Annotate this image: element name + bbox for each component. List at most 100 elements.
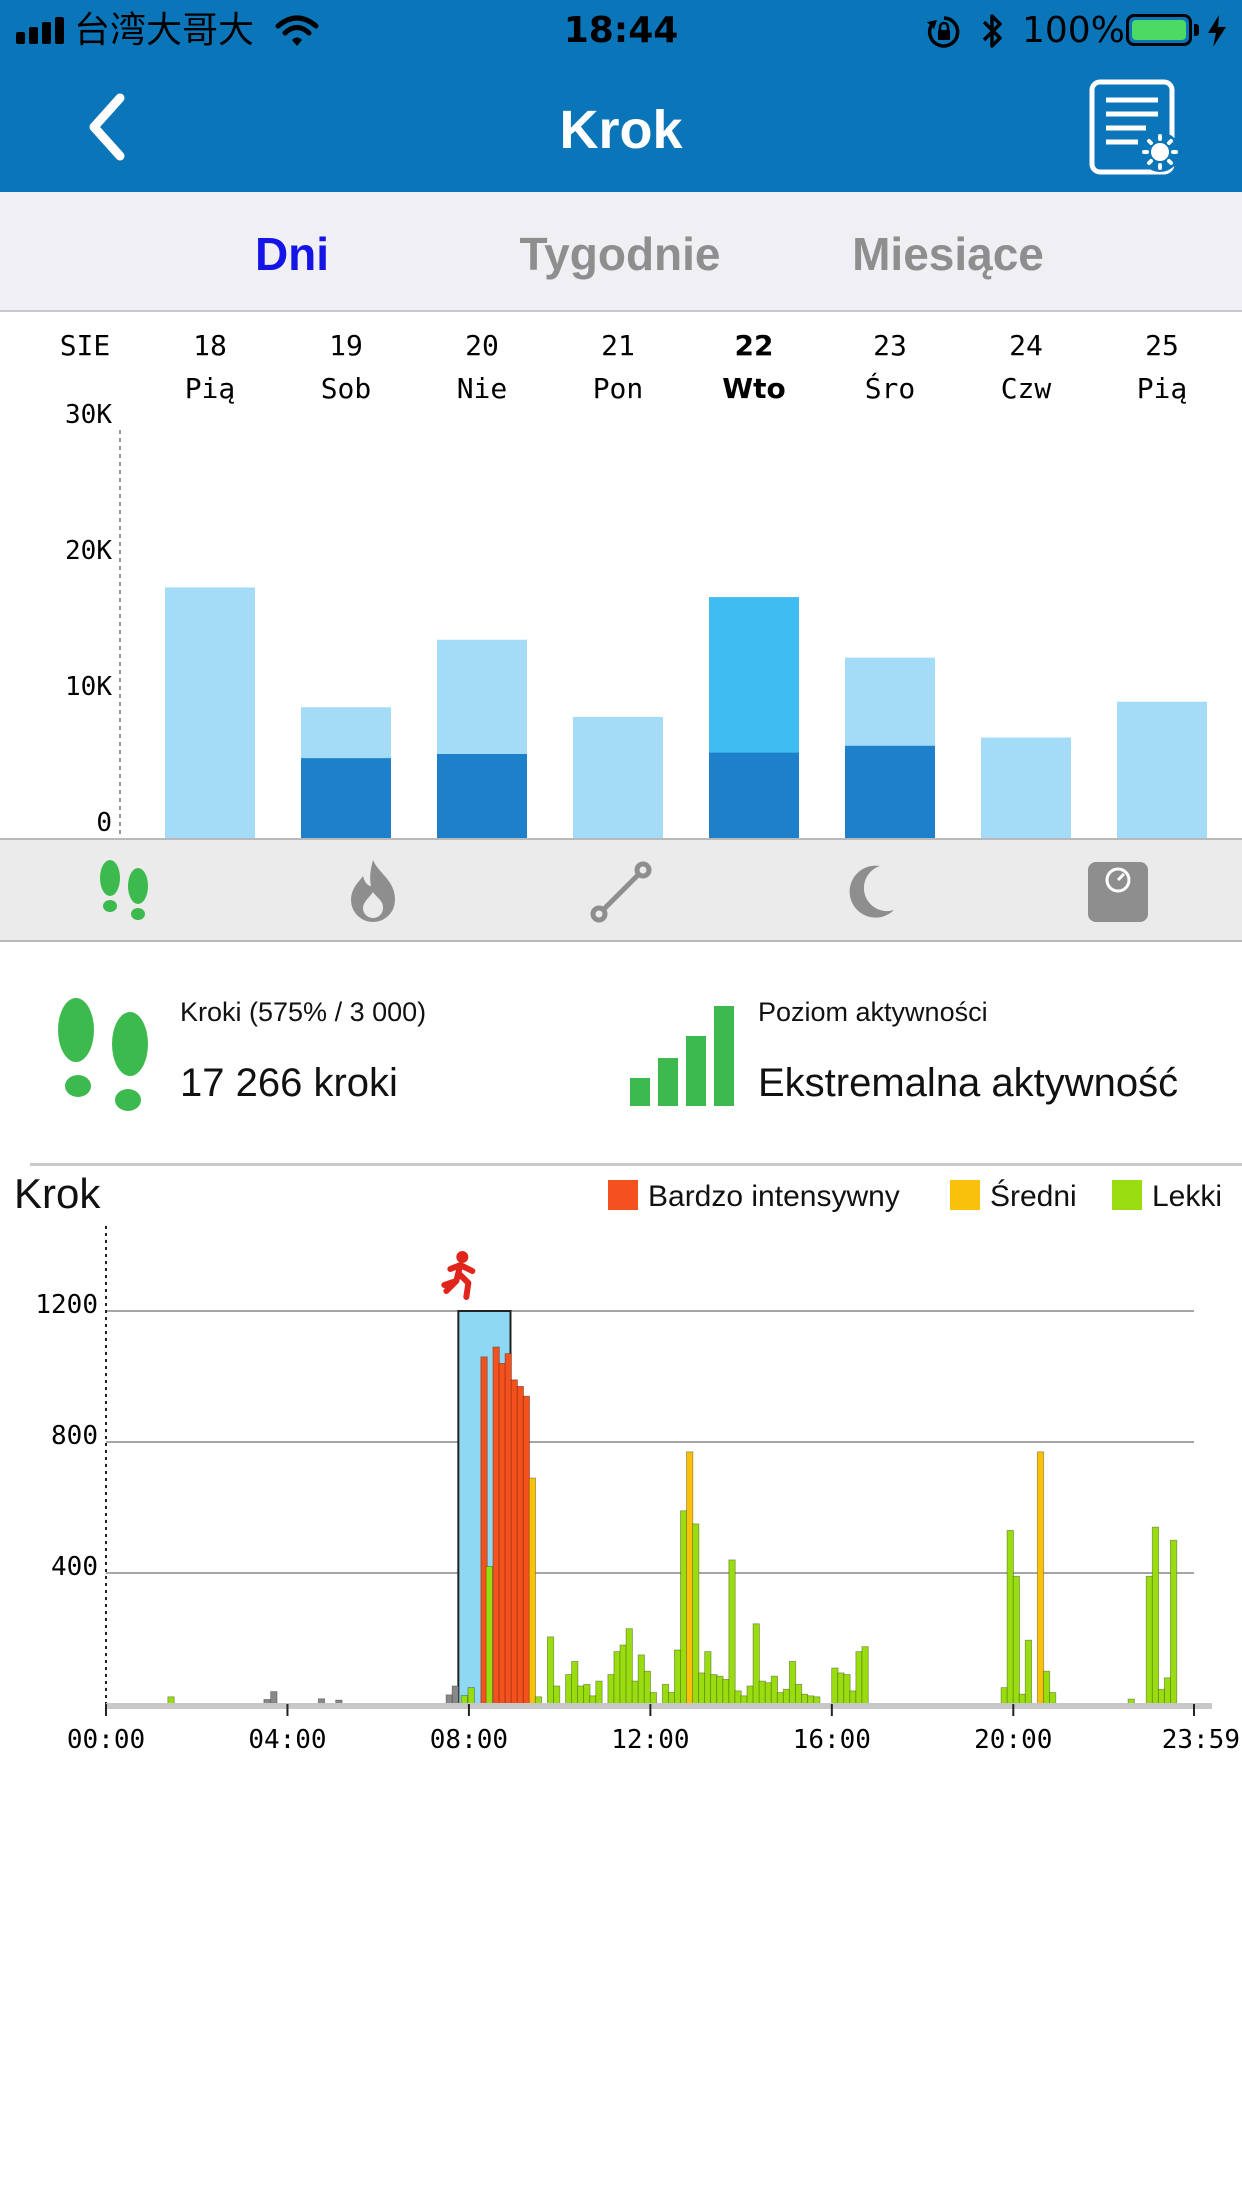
activity-bar: [510, 1379, 518, 1705]
tab-days[interactable]: Dni: [254, 228, 330, 280]
signal-icon: [29, 27, 38, 44]
activity-bar: [843, 1674, 851, 1705]
activity-bar: [1000, 1687, 1008, 1705]
bar-intensive[interactable]: [301, 758, 391, 838]
day-weekday-label[interactable]: Śro: [865, 371, 916, 405]
activity-bar: [849, 1690, 857, 1705]
bar-intensive[interactable]: [709, 752, 799, 838]
activity-bar: [445, 1694, 453, 1705]
day-date-label[interactable]: 23: [873, 329, 907, 362]
activity-bar: [1012, 1575, 1020, 1705]
back-button[interactable]: [78, 92, 148, 162]
bar-intensive[interactable]: [845, 745, 935, 838]
activity-bar: [813, 1696, 821, 1705]
activity-bar: [565, 1674, 573, 1705]
metric-selector: [0, 838, 1242, 942]
wifi-icon: [275, 15, 319, 46]
activity-bar: [577, 1685, 585, 1705]
activity-bar: [595, 1680, 603, 1705]
activity-bar: [492, 1346, 500, 1705]
day-weekday-label[interactable]: Pią: [185, 372, 236, 405]
y-tick-label: 1200: [35, 1290, 98, 1320]
activity-bar: [1018, 1693, 1026, 1705]
legend-label: Bardzo intensywny: [648, 1180, 900, 1213]
y-tick-label: 10K: [65, 672, 112, 702]
y-tick-label: 400: [51, 1552, 98, 1582]
distance-icon: [590, 861, 652, 923]
sleep-moon-icon: [849, 865, 894, 918]
activity-bar: [516, 1385, 524, 1705]
metric-sleep-button[interactable]: [830, 852, 910, 932]
legend-light: Lekki: [1112, 1180, 1222, 1214]
activity-bar: [788, 1661, 797, 1705]
report-settings-button[interactable]: [1088, 78, 1188, 178]
activity-bar: [1163, 1677, 1172, 1705]
day-date-label[interactable]: 20: [465, 329, 499, 362]
activity-bar: [451, 1685, 459, 1705]
day-date-label[interactable]: 18: [193, 329, 227, 362]
metric-steps-button[interactable]: [84, 852, 164, 932]
signal-icon: [42, 22, 51, 44]
activity-bar: [716, 1675, 724, 1705]
activity-bar: [855, 1651, 863, 1705]
status-bar: 台湾大哥大 18:44 100%: [0, 0, 1242, 62]
activity-bar: [528, 1477, 537, 1705]
legend-swatch: [608, 1180, 638, 1210]
day-weekday-label[interactable]: Pon: [593, 372, 644, 405]
day-weekday-label[interactable]: Nie: [457, 372, 508, 405]
tab-months[interactable]: Miesiące: [852, 228, 1044, 280]
activity-bar: [861, 1646, 869, 1705]
day-date-label[interactable]: 22: [735, 329, 774, 362]
activity-bar: [1006, 1530, 1014, 1705]
activity-level-icon: [630, 1006, 734, 1106]
metric-calories-button[interactable]: [333, 852, 413, 932]
legend-label: Średni: [990, 1180, 1077, 1213]
section-divider: [30, 1163, 1242, 1166]
activity-bar: [807, 1695, 815, 1705]
tab-weeks[interactable]: Tygodnie: [519, 228, 721, 280]
metric-weight-button[interactable]: [1078, 852, 1158, 932]
activity-bar: [534, 1696, 543, 1705]
legend-medium: Średni: [950, 1180, 1077, 1214]
steps-value: 17 266 kroki: [180, 1061, 398, 1105]
report-settings-icon: [1089, 79, 1180, 175]
daily-summary: Kroki (575% / 3 000) 17 266 kroki Poziom…: [0, 942, 1242, 1166]
activity-bar: [619, 1644, 627, 1705]
bar-total[interactable]: [573, 716, 663, 838]
activity-bar: [782, 1688, 791, 1705]
activity-bar: [831, 1667, 839, 1705]
day-weekday-label[interactable]: Pią: [1137, 372, 1188, 405]
bar-total[interactable]: [165, 587, 255, 838]
day-date-label[interactable]: 19: [329, 329, 363, 362]
metric-distance-button[interactable]: [581, 852, 661, 932]
running-person-icon: [441, 1251, 476, 1300]
activity-bar: [1151, 1526, 1160, 1705]
activity-bar: [649, 1692, 658, 1705]
day-date-label[interactable]: 25: [1145, 329, 1179, 362]
day-date-label[interactable]: 21: [601, 329, 635, 362]
bar-total[interactable]: [981, 737, 1071, 838]
activity-bar: [728, 1559, 736, 1705]
activity-bar: [1169, 1539, 1178, 1705]
weekly-steps-chart[interactable]: SIE 18 Pią 19 Sob 20 Nie 21 Pon 22 Wto 23 Śro 24 Czw 2…: [0, 312, 1242, 838]
activity-bar: [625, 1628, 633, 1705]
day-weekday-label[interactable]: Czw: [1001, 372, 1052, 405]
weight-scale-icon: [1088, 862, 1148, 922]
charging-bolt-icon: [1208, 15, 1226, 47]
legend-very-intensive: Bardzo intensywny: [608, 1180, 900, 1214]
day-weekday-label[interactable]: Wto: [722, 372, 786, 405]
activity-bar: [1024, 1639, 1033, 1705]
activity-bar: [498, 1362, 506, 1705]
day-date-label[interactable]: 24: [1009, 329, 1043, 362]
activity-bar: [1157, 1688, 1166, 1705]
x-tick-label: 04:00: [248, 1725, 326, 1755]
daily-steps-chart[interactable]: 00:00 04:00 08:00 12:00 16:00 20:00 23:59 1200…: [0, 1166, 1242, 1766]
activity-bar: [758, 1680, 766, 1705]
activity-bar: [698, 1672, 706, 1705]
activity-bar: [583, 1683, 591, 1705]
day-weekday-label[interactable]: Sob: [321, 372, 372, 405]
battery-icon: [1126, 14, 1192, 46]
bar-total[interactable]: [1117, 701, 1207, 838]
bar-intensive[interactable]: [437, 754, 527, 838]
steps-footprint-icon: [58, 998, 148, 1111]
